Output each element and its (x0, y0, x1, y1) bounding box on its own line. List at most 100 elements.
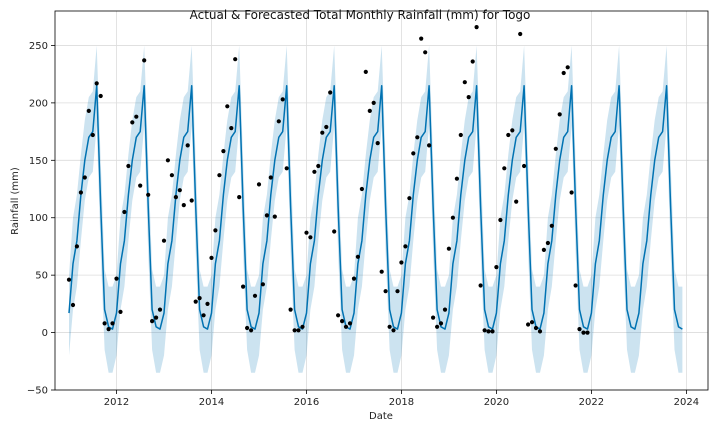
actual-point (74, 244, 79, 249)
actual-point (435, 324, 440, 329)
forecast-line (68, 84, 683, 330)
y-tick-label: 250 (29, 41, 48, 52)
actual-point (320, 130, 325, 135)
actual-point (284, 166, 289, 171)
actual-point (482, 328, 487, 333)
actual-point (423, 50, 428, 55)
y-tick-label: 50 (35, 271, 48, 282)
actual-point (415, 135, 420, 140)
actual-point (367, 108, 372, 113)
actual-point (379, 269, 384, 274)
actual-point (355, 254, 360, 259)
actual-point (533, 325, 539, 331)
actual-point (245, 325, 250, 331)
actual-point (340, 319, 345, 324)
actual-point (359, 186, 364, 192)
actual-point (502, 166, 507, 171)
actual-point (343, 324, 349, 329)
actual-point (169, 173, 174, 178)
actual-point (98, 93, 103, 99)
actual-point (486, 329, 491, 334)
gridlines (55, 11, 708, 391)
actual-point (233, 57, 238, 62)
actual-point (446, 246, 451, 251)
y-axis: −50 0 50 100 150 200 250 (27, 41, 55, 397)
actual-point (237, 195, 242, 200)
y-tick-label: 100 (29, 213, 48, 224)
actual-point (70, 302, 76, 308)
actual-point (510, 128, 515, 133)
actual-point (494, 265, 499, 270)
x-tick-label: 2022 (579, 397, 604, 408)
actual-point (241, 284, 246, 289)
actual-point (161, 238, 167, 243)
actual-point (292, 328, 297, 333)
actual-point (110, 321, 115, 326)
actual-point (324, 124, 329, 130)
actual-point (134, 114, 139, 119)
actual-point (336, 313, 341, 318)
y-tick-label: 0 (42, 328, 48, 339)
actual-point (363, 69, 368, 74)
actual-point (351, 276, 357, 281)
forecast-series-line (68, 84, 683, 330)
y-axis-label: Rainfall (mm) (10, 167, 21, 235)
actual-point (347, 321, 353, 326)
actual-point (221, 149, 226, 154)
actual-point (106, 327, 111, 332)
actual-point (553, 146, 558, 151)
actual-point (249, 328, 254, 333)
actual-point (585, 330, 590, 335)
actual-point (142, 58, 147, 63)
actual-point (225, 104, 230, 109)
actual-point (78, 190, 83, 195)
actual-point (138, 183, 143, 188)
plot-frame (54, 10, 709, 391)
y-tick-label: 150 (29, 156, 48, 167)
actual-point (94, 81, 99, 86)
y-tick-label: 200 (29, 98, 48, 109)
actual-point (403, 244, 408, 249)
x-tick-label: 2024 (674, 397, 699, 408)
actual-point (411, 151, 416, 156)
actual-point (454, 176, 459, 181)
actual-point (419, 36, 424, 41)
actual-point (189, 198, 194, 203)
actual-point (66, 277, 72, 282)
x-tick-label: 2020 (484, 397, 509, 408)
actual-point (316, 163, 321, 169)
actual-point (466, 95, 471, 100)
x-tick-label: 2014 (199, 397, 224, 408)
actual-point (272, 214, 277, 219)
actual-point (375, 141, 380, 146)
actual-point (391, 328, 396, 333)
actual-point (427, 143, 432, 148)
uncertainty-interval (69, 45, 683, 373)
actual-point (581, 330, 586, 335)
actual-point (165, 158, 170, 163)
actual-point (474, 25, 479, 30)
actual-point (549, 223, 554, 228)
actual-point (300, 324, 305, 329)
x-tick-label: 2016 (294, 397, 319, 408)
actual-point (193, 299, 198, 304)
actual-point (288, 307, 293, 312)
actual-point (229, 126, 234, 131)
actual-point (173, 195, 178, 200)
actual-point (114, 276, 119, 281)
actual-point (518, 31, 523, 37)
actual-point (431, 315, 436, 320)
actual-point (126, 163, 131, 169)
chart-title: Actual & Forecasted Total Monthly Rainfa… (190, 8, 531, 22)
actual-point (438, 321, 444, 326)
actual-point (383, 289, 388, 294)
actual-point (506, 132, 511, 138)
actual-point (201, 313, 206, 318)
actual-point (130, 120, 135, 125)
actual-point (102, 321, 107, 326)
actual-point (561, 70, 566, 76)
actual-points (66, 25, 590, 335)
actual-point (557, 112, 562, 117)
actual-point (514, 199, 519, 204)
